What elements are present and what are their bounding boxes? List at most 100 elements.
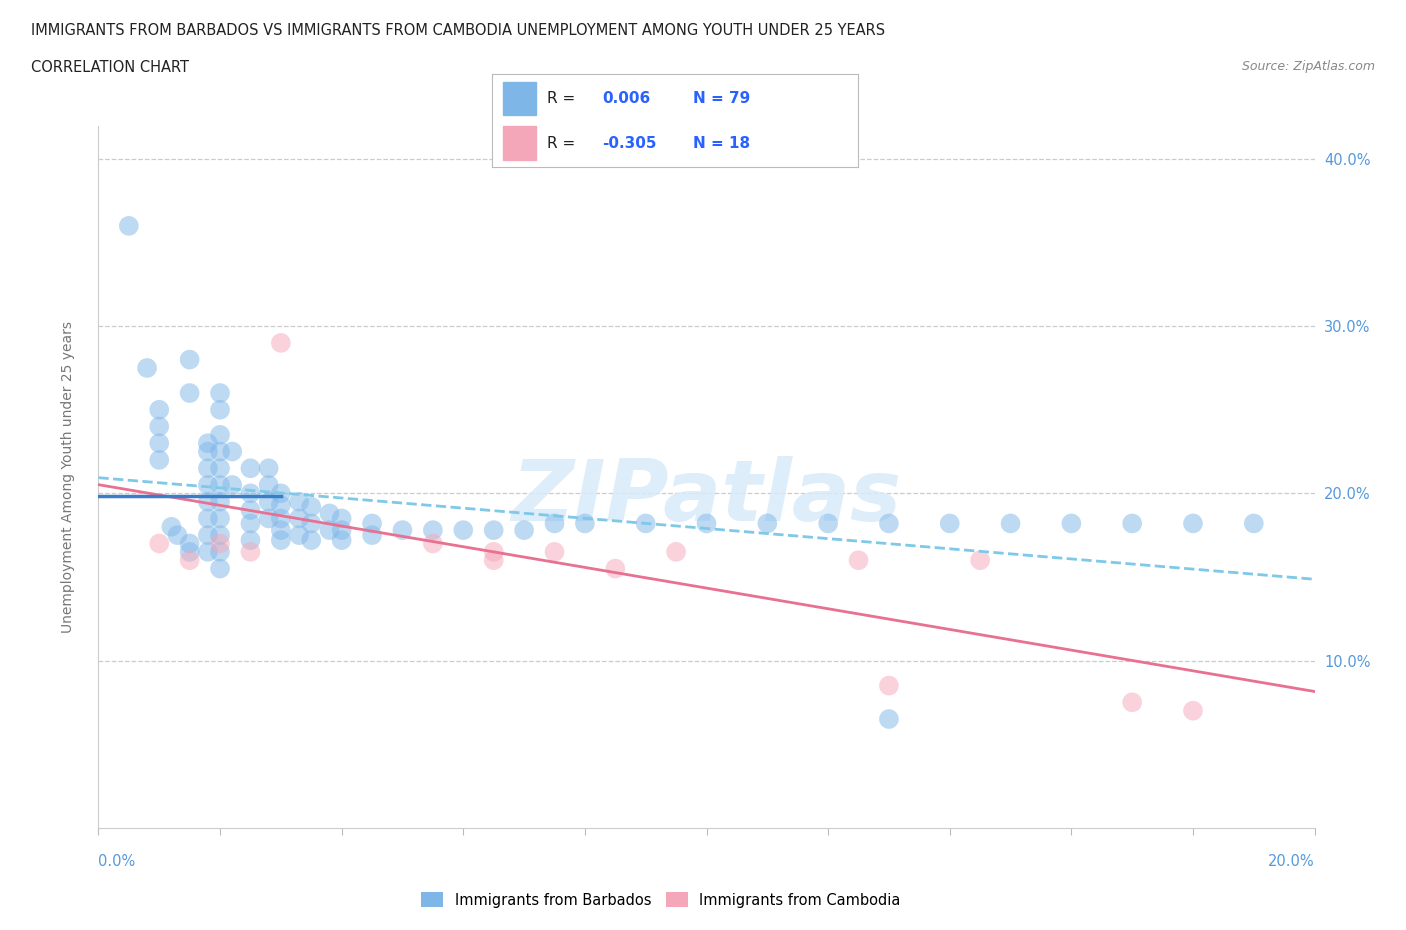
Point <box>209 511 232 525</box>
Point <box>513 523 536 538</box>
Point <box>299 499 322 514</box>
Point <box>179 536 201 551</box>
Point <box>1060 516 1083 531</box>
Point <box>197 461 219 476</box>
Point <box>209 477 232 492</box>
Point <box>422 523 444 538</box>
Point <box>257 461 280 476</box>
Point <box>148 453 170 468</box>
Point <box>166 527 188 542</box>
Point <box>288 511 311 525</box>
Point <box>453 523 475 538</box>
Point <box>288 494 311 509</box>
Point <box>209 403 232 418</box>
Point <box>197 477 219 492</box>
Point <box>877 711 900 726</box>
Point <box>543 544 565 559</box>
Point <box>257 494 280 509</box>
Point <box>209 386 232 401</box>
Point <box>1182 516 1205 531</box>
Point <box>543 516 565 531</box>
Point <box>574 516 596 531</box>
Point <box>179 386 201 401</box>
Point <box>209 461 232 476</box>
Point <box>197 527 219 542</box>
Point <box>939 516 962 531</box>
Point <box>877 678 900 693</box>
Point <box>482 544 505 559</box>
Text: N = 79: N = 79 <box>693 91 751 106</box>
Legend: Immigrants from Barbados, Immigrants from Cambodia: Immigrants from Barbados, Immigrants fro… <box>415 886 907 913</box>
Point <box>288 527 311 542</box>
Bar <box>503 82 536 115</box>
Point <box>239 533 262 548</box>
Text: IMMIGRANTS FROM BARBADOS VS IMMIGRANTS FROM CAMBODIA UNEMPLOYMENT AMONG YOUTH UN: IMMIGRANTS FROM BARBADOS VS IMMIGRANTS F… <box>31 23 884 38</box>
Bar <box>503 126 536 160</box>
Y-axis label: Unemployment Among Youth under 25 years: Unemployment Among Youth under 25 years <box>60 321 75 632</box>
Point <box>221 445 243 459</box>
Point <box>197 544 219 559</box>
Point <box>221 477 243 492</box>
Point <box>179 544 201 559</box>
Point <box>1121 516 1143 531</box>
Point <box>330 511 353 525</box>
Point <box>848 552 870 567</box>
Text: 0.006: 0.006 <box>602 91 650 106</box>
Point <box>209 536 232 551</box>
Text: ZIPatlas: ZIPatlas <box>512 457 901 539</box>
Point <box>270 533 292 548</box>
Point <box>209 527 232 542</box>
Point <box>299 533 322 548</box>
Point <box>330 523 353 538</box>
Point <box>482 552 505 567</box>
Point <box>257 511 280 525</box>
Point <box>209 544 232 559</box>
Point <box>197 494 219 509</box>
Point <box>1243 516 1265 531</box>
Point <box>118 219 141 233</box>
Point <box>634 516 657 531</box>
Point <box>756 516 779 531</box>
Point <box>1182 703 1205 718</box>
Point <box>391 523 413 538</box>
Point <box>197 436 219 451</box>
Point <box>239 516 262 531</box>
Text: 20.0%: 20.0% <box>1268 854 1315 869</box>
Text: R =: R = <box>547 91 581 106</box>
Point <box>422 536 444 551</box>
Text: 0.0%: 0.0% <box>98 854 135 869</box>
Point <box>270 523 292 538</box>
Point <box>239 461 262 476</box>
Point <box>1000 516 1022 531</box>
Point <box>817 516 839 531</box>
Point <box>197 511 219 525</box>
Point <box>239 544 262 559</box>
Point <box>969 552 991 567</box>
Point <box>197 445 219 459</box>
Point <box>270 498 292 512</box>
Point <box>318 523 340 538</box>
Point <box>299 516 322 531</box>
Point <box>148 419 170 434</box>
Point <box>330 533 353 548</box>
Point <box>270 485 292 500</box>
Point <box>270 336 292 351</box>
Point <box>179 352 201 367</box>
Point <box>148 436 170 451</box>
Point <box>361 516 384 531</box>
Point <box>209 428 232 443</box>
Point <box>209 494 232 509</box>
Point <box>160 519 183 534</box>
Point <box>605 561 627 576</box>
Text: R =: R = <box>547 136 581 151</box>
Point <box>482 523 505 538</box>
Point <box>148 536 170 551</box>
Point <box>239 502 262 517</box>
Text: N = 18: N = 18 <box>693 136 751 151</box>
Point <box>1121 695 1143 710</box>
Point <box>209 561 232 576</box>
Point <box>148 403 170 418</box>
Point <box>136 361 159 376</box>
Point <box>270 511 292 525</box>
Point <box>361 527 384 542</box>
